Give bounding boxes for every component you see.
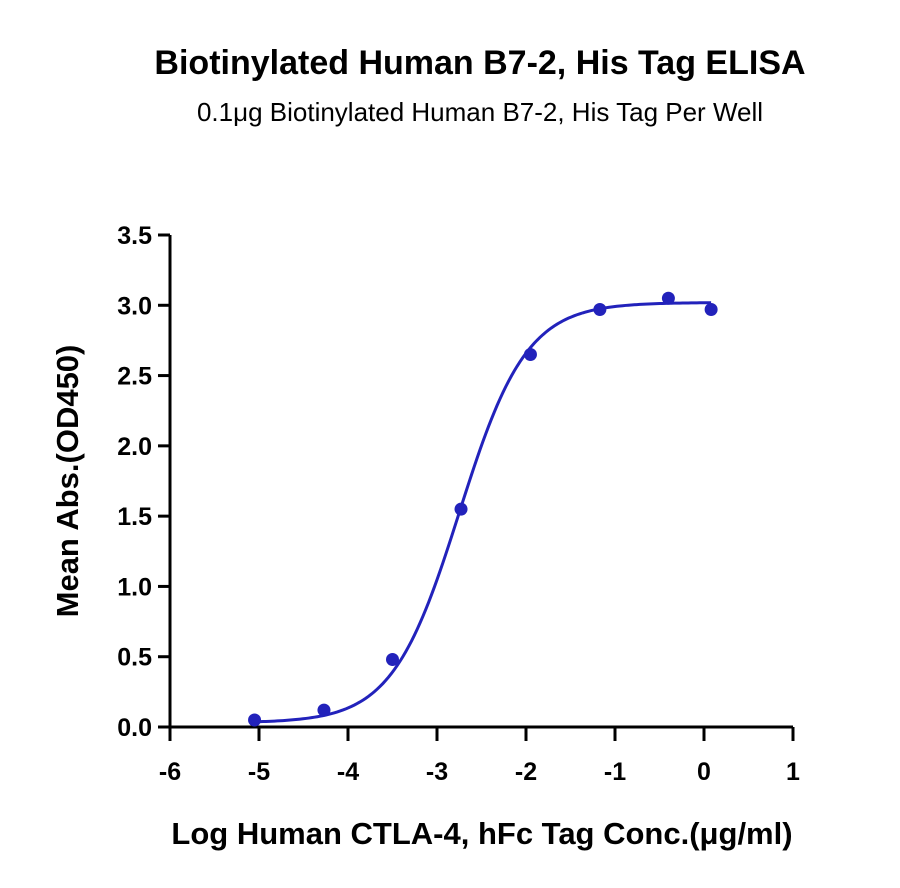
x-axis-title: Log Human CTLA-4, hFc Tag Conc.(μg/ml)	[171, 816, 792, 851]
x-tick-label: -4	[337, 758, 359, 786]
y-tick-label: 1.5	[117, 503, 152, 531]
data-point	[248, 713, 262, 727]
x-tick-label: 0	[697, 758, 711, 786]
y-tick-label: 2.0	[117, 433, 152, 461]
data-point	[661, 291, 675, 305]
fit-curve	[254, 301, 712, 724]
data-point	[523, 347, 537, 361]
data-point	[704, 303, 718, 317]
y-axis-title: Mean Abs.(OD450)	[50, 345, 85, 618]
data-point	[386, 653, 399, 667]
y-tick-label: 1.0	[117, 573, 152, 601]
x-tick-label: -2	[515, 758, 537, 786]
x-tick-label: -1	[604, 758, 626, 786]
chart-subtitle: 0.1μg Biotinylated Human B7-2, His Tag P…	[196, 97, 764, 127]
y-tick-label: 0.5	[117, 644, 152, 672]
y-tick-label: 3.5	[117, 222, 152, 250]
x-tick-label: -3	[426, 758, 448, 786]
data-point	[593, 303, 607, 317]
y-tick-label: 0.0	[117, 714, 152, 742]
x-tick-label: -6	[159, 758, 181, 786]
chart-title: Biotinylated Human B7-2, His Tag ELISA	[154, 44, 806, 82]
data-point	[454, 502, 468, 516]
y-tick-label: 2.5	[117, 363, 152, 391]
y-tick-label: 3.0	[117, 292, 152, 320]
data-points-layer	[248, 291, 718, 727]
data-point	[317, 703, 331, 717]
x-tick-label: -5	[248, 758, 270, 786]
axes: 0.0 0.5 1.0 1.5 2.0 2.5 3.0 3.5 -6 -5 -4 -3 -2 -1 0 1	[117, 222, 800, 786]
fit-curve-layer	[254, 301, 712, 724]
x-tick-label: 1	[786, 758, 800, 786]
